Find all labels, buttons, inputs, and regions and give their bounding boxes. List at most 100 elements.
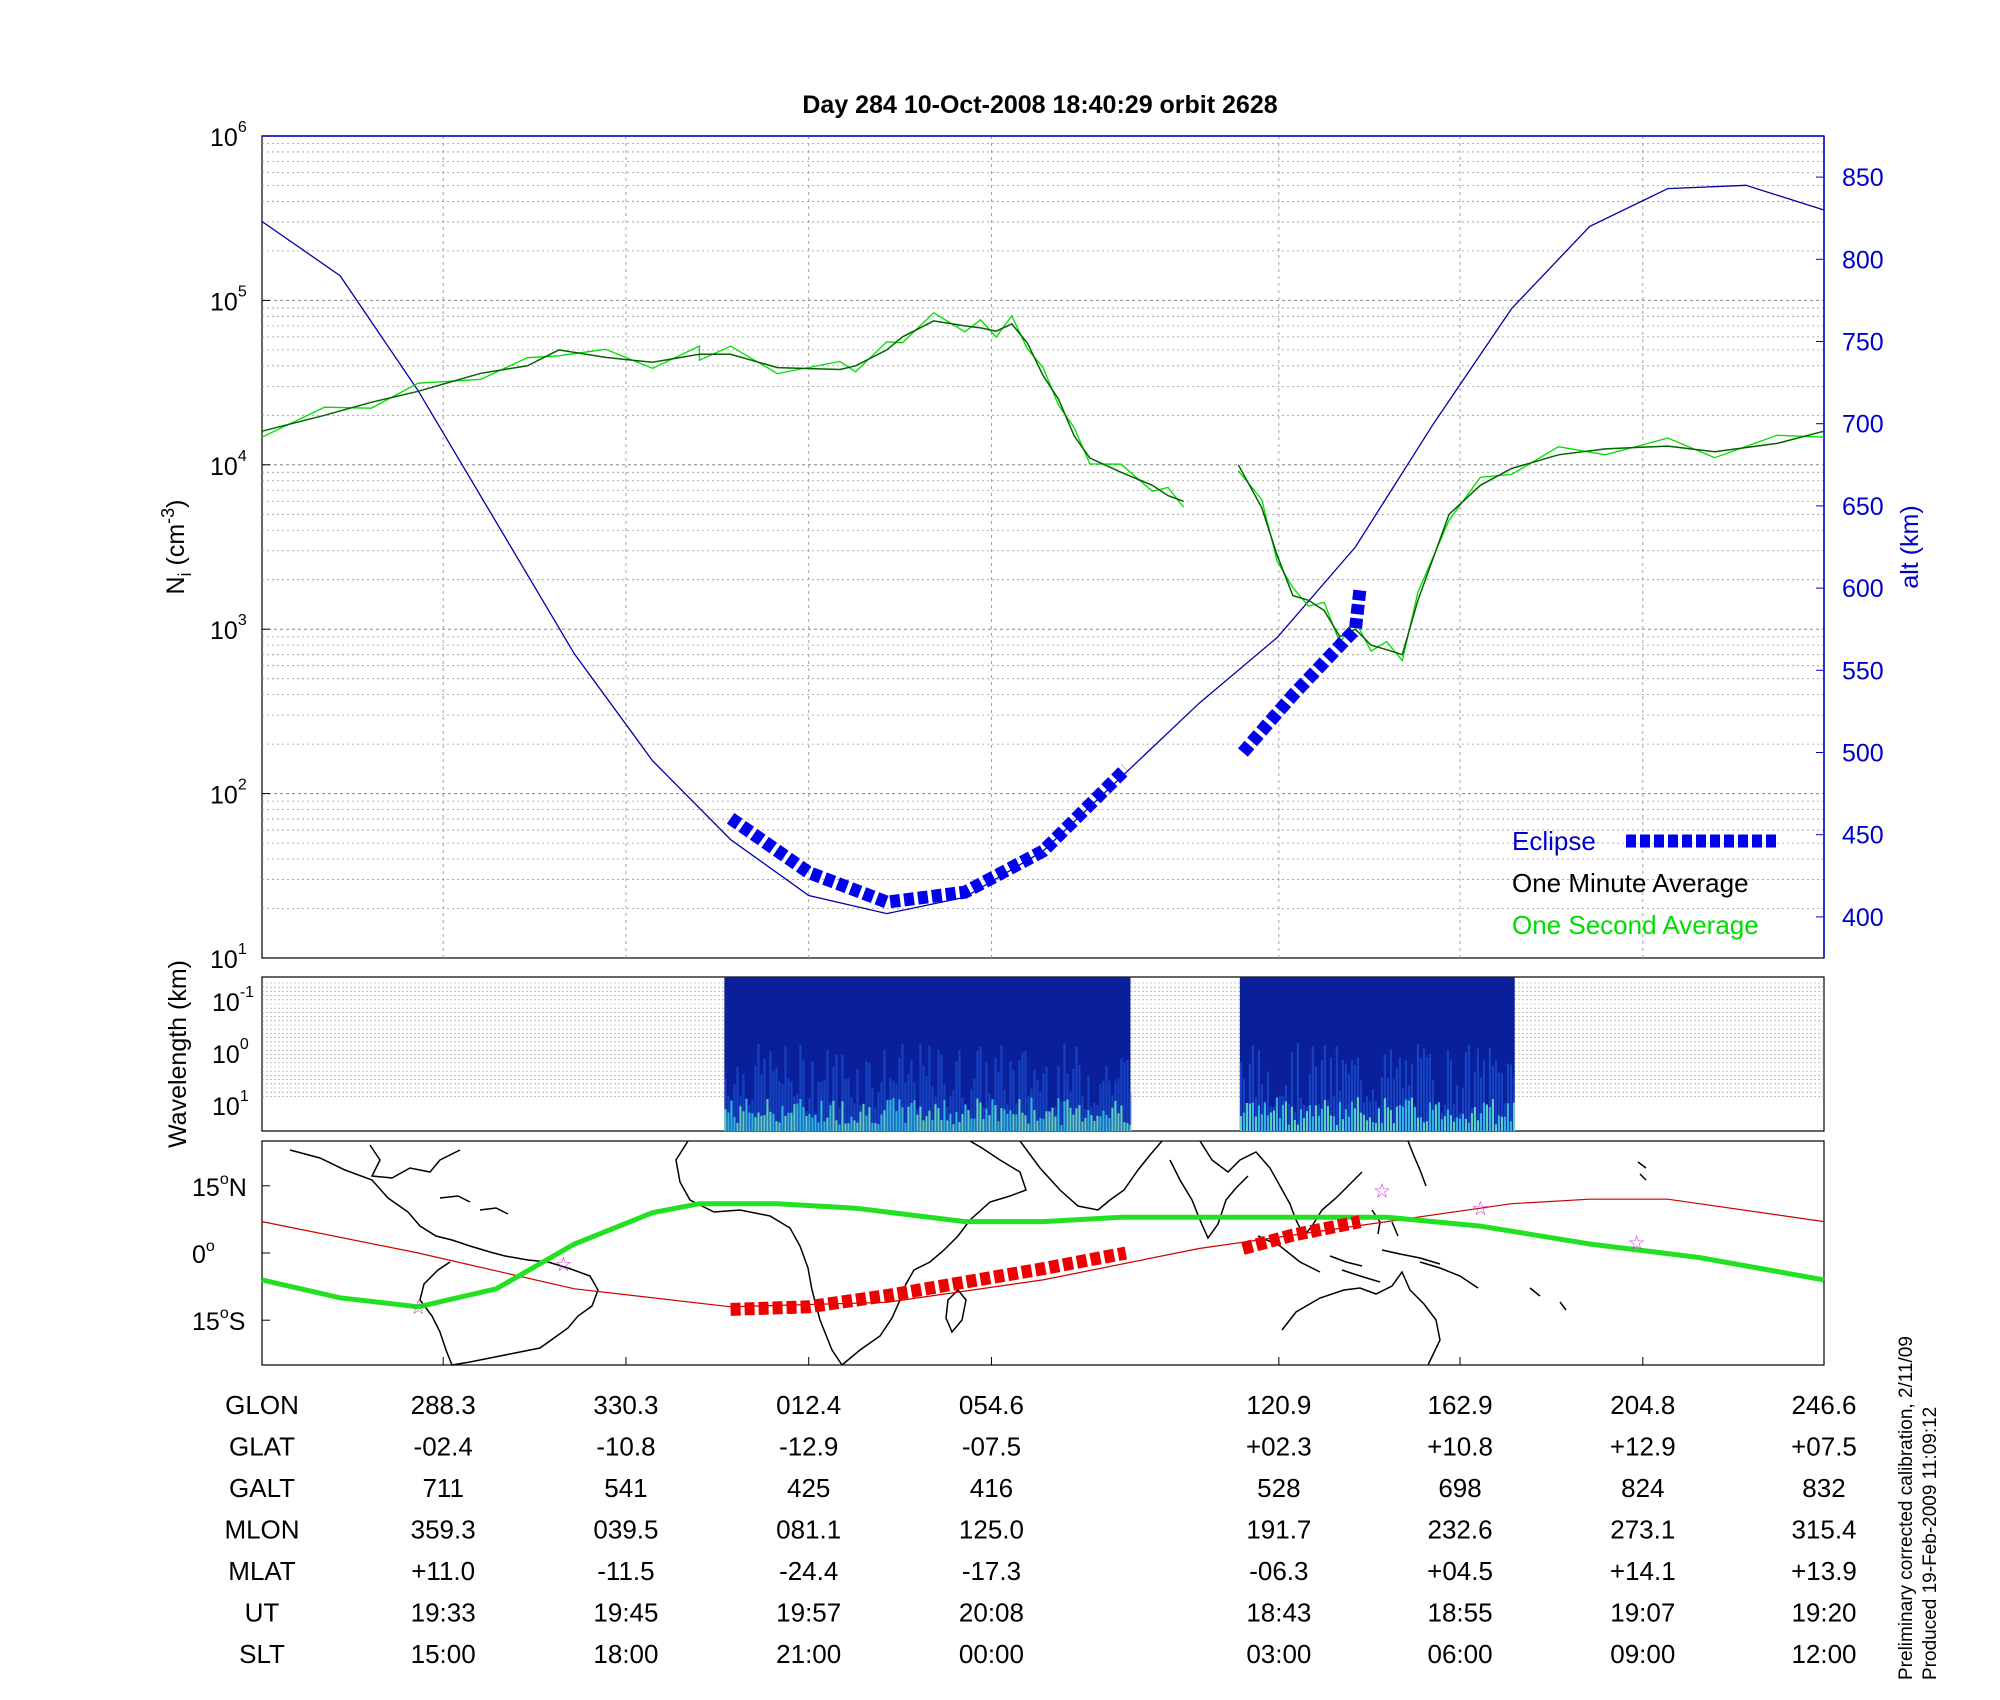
- spectrogram-bright: [1066, 1099, 1069, 1131]
- spectrogram-column: [847, 1078, 850, 1131]
- spectrogram-column: [1296, 1043, 1300, 1131]
- table-cell: 039.5: [593, 1515, 658, 1545]
- table-cell: 054.6: [959, 1390, 1024, 1420]
- spectrogram-column: [925, 1076, 928, 1131]
- table-cell: +14.1: [1610, 1556, 1676, 1586]
- spectrogram-bright: [1117, 1113, 1120, 1131]
- spectrogram-bright: [1500, 1116, 1504, 1131]
- spectrogram-column: [1123, 1062, 1126, 1131]
- table-cell: 698: [1438, 1473, 1481, 1503]
- density-y-label: Ni (cm-3): [158, 499, 195, 594]
- spectrogram-column: [1105, 1065, 1108, 1131]
- y-tick-label: 104: [210, 448, 247, 481]
- spectrogram-column: [775, 1067, 778, 1131]
- spectrogram-column: [1311, 1046, 1315, 1131]
- spectrogram-bright: [1018, 1099, 1021, 1131]
- spectrogram-column: [1344, 1063, 1348, 1131]
- table-row-label: UT: [245, 1598, 280, 1628]
- spectrogram-column: [1012, 1070, 1015, 1131]
- spectrogram-bright: [934, 1104, 937, 1131]
- spectrogram-bright: [1063, 1101, 1066, 1131]
- spectrogram-bright: [1452, 1121, 1456, 1131]
- coastline-new-guinea: [1419, 1261, 1479, 1289]
- spectrogram-bright: [1081, 1121, 1084, 1131]
- spectrogram-column: [1389, 1049, 1393, 1131]
- legend-eclipse-label: Eclipse: [1512, 826, 1596, 856]
- spectrogram-bright: [1494, 1124, 1498, 1131]
- spectrogram-column: [1335, 1046, 1339, 1131]
- spectrogram-bright: [991, 1099, 994, 1131]
- spectrogram-column: [1464, 1051, 1468, 1131]
- table-cell: 315.4: [1791, 1515, 1856, 1545]
- spectrogram-column: [1102, 1080, 1105, 1131]
- spectrogram-bright: [964, 1104, 967, 1131]
- spectrogram-bright: [946, 1120, 949, 1131]
- spectrogram-bright: [916, 1114, 919, 1131]
- spectrogram-column: [1506, 1063, 1510, 1131]
- spectrogram-column: [1350, 1060, 1354, 1131]
- spectrogram-bright: [1260, 1114, 1264, 1131]
- spectrogram-bright: [856, 1122, 859, 1131]
- spectrogram-column: [1093, 1102, 1096, 1131]
- spectrogram-column: [841, 1054, 844, 1131]
- spectrogram-bright: [1087, 1110, 1090, 1131]
- spectrogram-bright: [901, 1107, 904, 1131]
- spectrogram-bright: [1293, 1119, 1297, 1131]
- spectrogram-column: [1380, 1077, 1384, 1131]
- table-cell: -11.5: [597, 1556, 654, 1586]
- density-series: [261, 184, 1825, 915]
- spectrogram-bright: [1069, 1107, 1072, 1131]
- spectrogram-bright: [1464, 1118, 1468, 1131]
- table-cell: +07.5: [1791, 1432, 1857, 1462]
- spectrogram-bright: [787, 1112, 790, 1131]
- spectrogram-bright: [847, 1123, 850, 1131]
- map-y-tick-label: 15oN: [192, 1171, 247, 1202]
- spectrogram-bright: [1359, 1112, 1363, 1131]
- spectrogram-bright: [748, 1112, 751, 1131]
- spectrogram-bright: [1272, 1110, 1276, 1131]
- spectrogram-column: [1042, 1073, 1045, 1131]
- table-cell: 19:07: [1610, 1598, 1675, 1628]
- spectrogram-column: [757, 1044, 760, 1131]
- spectrogram-bright: [1386, 1107, 1390, 1131]
- spectrogram-bright: [955, 1112, 958, 1131]
- spectrogram-bright: [1033, 1109, 1036, 1131]
- table-cell: -17.3: [962, 1556, 1021, 1586]
- spectrogram-bright: [1479, 1113, 1483, 1131]
- spectrogram-bright: [1383, 1098, 1387, 1131]
- spectrogram-bright: [1266, 1115, 1270, 1131]
- spectrogram-bright: [1072, 1114, 1075, 1131]
- spectrogram-bright: [1413, 1107, 1417, 1131]
- spectrogram-column: [1353, 1064, 1357, 1131]
- spectrogram-bright: [1075, 1108, 1078, 1131]
- produced-note: Produced 19-Feb-2009 11:09:12: [1920, 1407, 1941, 1680]
- spectrogram-bright: [1503, 1116, 1507, 1131]
- spectrogram-column: [1479, 1077, 1483, 1131]
- spectrogram-bright: [982, 1119, 985, 1131]
- spectrogram-column: [1242, 1078, 1246, 1131]
- spectrogram-bright: [1395, 1106, 1399, 1131]
- star-marker: ☆: [554, 1254, 572, 1276]
- map-tracks: ☆ ☆ ☆ ☆ ☆: [261, 1180, 1825, 1319]
- star-marker: ☆: [409, 1297, 427, 1319]
- spectrogram-bright: [1042, 1118, 1045, 1131]
- spectrogram-column: [877, 1091, 880, 1131]
- table-cell: 21:00: [776, 1639, 841, 1669]
- spectrogram-column: [778, 1081, 781, 1131]
- table-cell: 19:33: [411, 1598, 476, 1628]
- spectrogram-column: [997, 1072, 1000, 1131]
- spectrogram-column: [1254, 1096, 1258, 1131]
- table-cell: 18:00: [593, 1639, 658, 1669]
- spectrogram-bright: [985, 1108, 988, 1131]
- spectrogram-column: [1497, 1072, 1501, 1131]
- y2-tick-label: 650: [1842, 493, 1884, 521]
- spectrogram-bright: [1305, 1111, 1309, 1131]
- spectrogram-column: [865, 1061, 868, 1131]
- spectrogram-column: [1117, 1078, 1120, 1131]
- spectrogram-bright: [1000, 1107, 1003, 1131]
- spectrogram-bright: [1057, 1098, 1060, 1131]
- spectrogram-bright: [1314, 1105, 1318, 1131]
- spectrogram-bright: [1512, 1102, 1516, 1131]
- spectrogram-column: [949, 1095, 952, 1131]
- spectrogram-bright: [1401, 1106, 1405, 1131]
